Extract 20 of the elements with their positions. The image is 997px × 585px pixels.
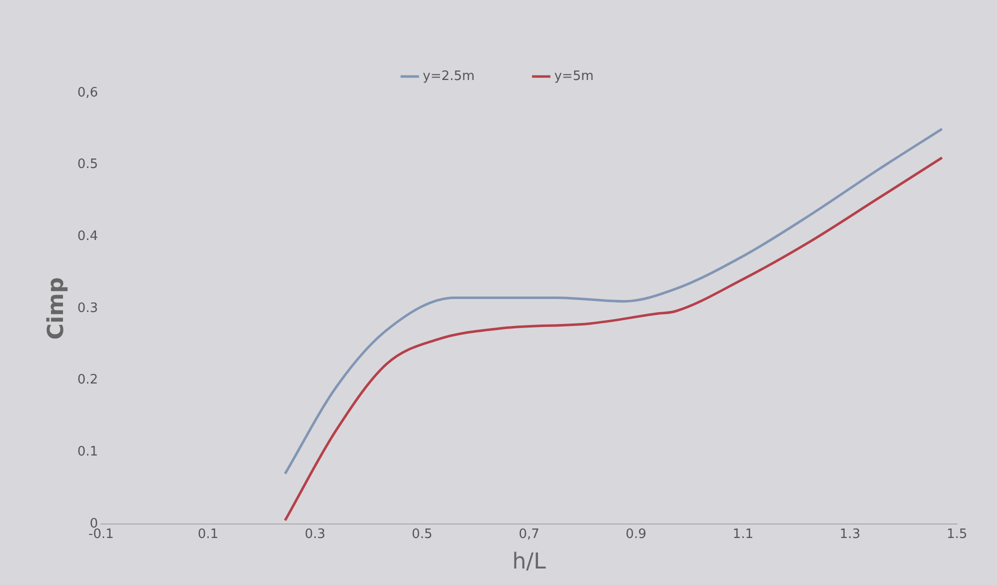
y-tick-label: 0.5 [77, 157, 98, 172]
line-series [284, 128, 944, 475]
y-axis-title: Cimp [44, 277, 69, 340]
y-tick-label: 0.4 [77, 229, 98, 244]
y-tick-label: 0,6 [77, 85, 98, 100]
x-tick-label: 0,7 [518, 527, 540, 542]
y-tick-label: 0.2 [77, 372, 98, 388]
x-tick-label: 0.9 [626, 527, 646, 542]
x-tick-label: 1.3 [840, 527, 860, 542]
y-tick-label: 0.1 [77, 444, 98, 460]
x-tick-label: 0.5 [412, 527, 432, 542]
x-tick-label: 1.5 [946, 527, 968, 542]
x-axis-title: h/L [512, 550, 547, 575]
legend-label: y=2.5m [422, 68, 475, 84]
x-tick-label: 0.3 [304, 527, 326, 542]
y-tick-label: 0.3 [77, 300, 98, 316]
x-tick-label: 0.1 [198, 527, 218, 542]
line-series [284, 156, 944, 522]
legend-label: y=5m [554, 68, 594, 84]
x-tick-label: 1.1 [732, 527, 754, 542]
